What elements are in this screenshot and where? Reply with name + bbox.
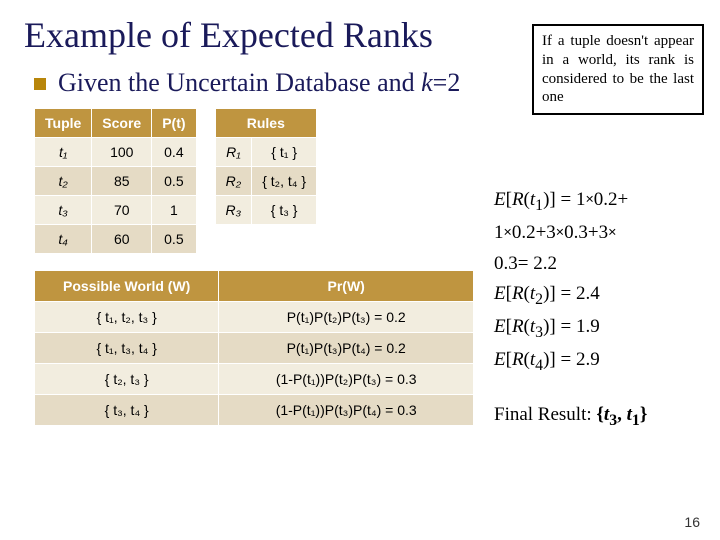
eq-2: E[R(t2)] = 2.4 [494,279,704,312]
eq-4: E[R(t4)] = 2.9 [494,345,704,378]
table-row: t₂ 85 0.5 [35,167,197,196]
subtitle: Given the Uncertain Database and k=2 [58,68,460,98]
tuple-table: Tuple Score P(t) t₁ 100 0.4 t₂ 85 0.5 [34,108,197,254]
table-row: { t₁, t₂, t₃ } P(t₁)P(t₂)P(t₃) = 0.2 [35,302,474,333]
cell-p: 1 [152,196,196,225]
cell-score: 100 [92,138,152,167]
th-prw: Pr(W) [219,271,474,302]
bullet-icon [34,78,46,90]
cell-set: { t₂, t₄ } [252,167,317,196]
th-pw: Possible World (W) [35,271,219,302]
final-value: {t3, t1} [596,404,647,425]
cell-r: R₁ [215,138,252,167]
cell-r: R₂ [215,167,252,196]
eq-1b: 1×0.2+3×0.3+3× [494,218,704,248]
cell-score: 70 [92,196,152,225]
cell-tuple: t₂ [35,167,92,196]
equations-block: E[R(t1)] = 1×0.2+ 1×0.2+3×0.3+3× 0.3= 2.… [494,185,704,433]
subtitle-eq: =2 [433,68,461,97]
cell-tuple: t₃ [35,196,92,225]
cell-pr: P(t₁)P(t₂)P(t₃) = 0.2 [219,302,474,333]
table-row: R₃ { t₃ } [215,196,317,225]
cell-score: 60 [92,225,152,254]
cell-tuple: t₄ [35,225,92,254]
table-row: t₃ 70 1 [35,196,197,225]
table-row: { t₁, t₃, t₄ } P(t₁)P(t₃)P(t₄) = 0.2 [35,333,474,364]
th-pt: P(t) [152,109,196,138]
cell-p: 0.5 [152,167,196,196]
subtitle-text: Given the Uncertain Database and [58,68,421,97]
cell-w: { t₁, t₃, t₄ } [35,333,219,364]
cell-tuple: t₁ [35,138,92,167]
final-result: Final Result: {t3, t1} [494,400,704,433]
eq-1a: E[R(t1)] = 1×0.2+ [494,185,704,218]
cell-p: 0.5 [152,225,196,254]
cell-w: { t₃, t₄ } [35,395,219,426]
table-row: { t₂, t₃ } (1-P(t₁))P(t₂)P(t₃) = 0.3 [35,364,474,395]
cell-score: 85 [92,167,152,196]
table-row: t₁ 100 0.4 [35,138,197,167]
cell-w: { t₂, t₃ } [35,364,219,395]
cell-set: { t₁ } [252,138,317,167]
th-score: Score [92,109,152,138]
th-tuple: Tuple [35,109,92,138]
possible-world-table: Possible World (W) Pr(W) { t₁, t₂, t₃ } … [34,270,474,426]
cell-pr: (1-P(t₁))P(t₃)P(t₄) = 0.3 [219,395,474,426]
cell-w: { t₁, t₂, t₃ } [35,302,219,333]
cell-pr: (1-P(t₁))P(t₂)P(t₃) = 0.3 [219,364,474,395]
table-row: t₄ 60 0.5 [35,225,197,254]
note-box: If a tuple doesn't appear in a world, it… [532,24,704,115]
table-row: { t₃, t₄ } (1-P(t₁))P(t₃)P(t₄) = 0.3 [35,395,474,426]
rules-table: Rules R₁ { t₁ } R₂ { t₂, t₄ } R₃ { t₃ } [215,108,318,225]
final-label: Final Result: [494,404,596,425]
subtitle-k: k [421,68,433,97]
eq-1c: 0.3= 2.2 [494,249,704,279]
cell-r: R₃ [215,196,252,225]
cell-p: 0.4 [152,138,196,167]
page-number: 16 [684,514,700,530]
th-rules: Rules [215,109,317,138]
table-row: R₁ { t₁ } [215,138,317,167]
cell-set: { t₃ } [252,196,317,225]
cell-pr: P(t₁)P(t₃)P(t₄) = 0.2 [219,333,474,364]
eq-3: E[R(t3)] = 1.9 [494,312,704,345]
table-row: R₂ { t₂, t₄ } [215,167,317,196]
